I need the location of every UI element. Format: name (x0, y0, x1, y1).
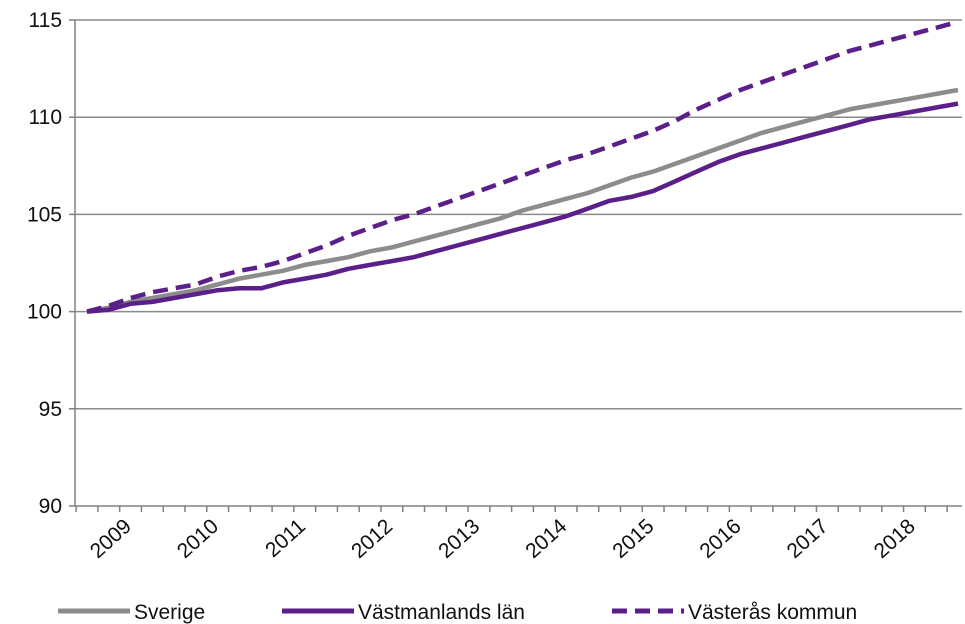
y-tick-label: 105 (27, 203, 62, 226)
gridlines (75, 19, 962, 410)
x-tick-label: 2011 (261, 515, 310, 562)
y-tick-label: 95 (39, 398, 62, 421)
y-tick-label: 115 (29, 9, 62, 32)
x-tick-label: 2014 (521, 514, 571, 563)
legend-label-1: Västmanlands län (358, 601, 525, 624)
legend-label-0: Sverige (134, 601, 205, 624)
x-tick-label: 2010 (173, 515, 223, 563)
series-lines (86, 19, 959, 314)
x-axis-tickmarks (75, 506, 948, 512)
legend: Sverige Västmanlands län Västerås kommun (58, 601, 857, 624)
series-line-1 (86, 101, 959, 314)
x-tick-label: 2017 (783, 515, 833, 563)
legend-label-2: Västerås kommun (688, 601, 857, 624)
x-tick-label: 2012 (347, 515, 397, 563)
x-tick-label: 2015 (608, 515, 658, 563)
series-line-0 (86, 87, 959, 314)
x-tick-label: 2013 (434, 515, 484, 563)
y-tick-label: 100 (27, 301, 62, 324)
x-axis-ticks: 2009 2010 2011 2012 2013 2014 2015 2016 2017 2018 (86, 514, 920, 563)
y-tick-label: 90 (39, 495, 62, 518)
y-axis-ticks: 90 95 100 105 110 115 (27, 9, 75, 518)
x-tick-label: 2018 (870, 515, 920, 563)
series-line-2 (86, 19, 959, 314)
x-tick-label: 2016 (695, 515, 745, 563)
x-tick-label: 2009 (86, 515, 136, 563)
y-tick-label: 110 (29, 106, 62, 129)
